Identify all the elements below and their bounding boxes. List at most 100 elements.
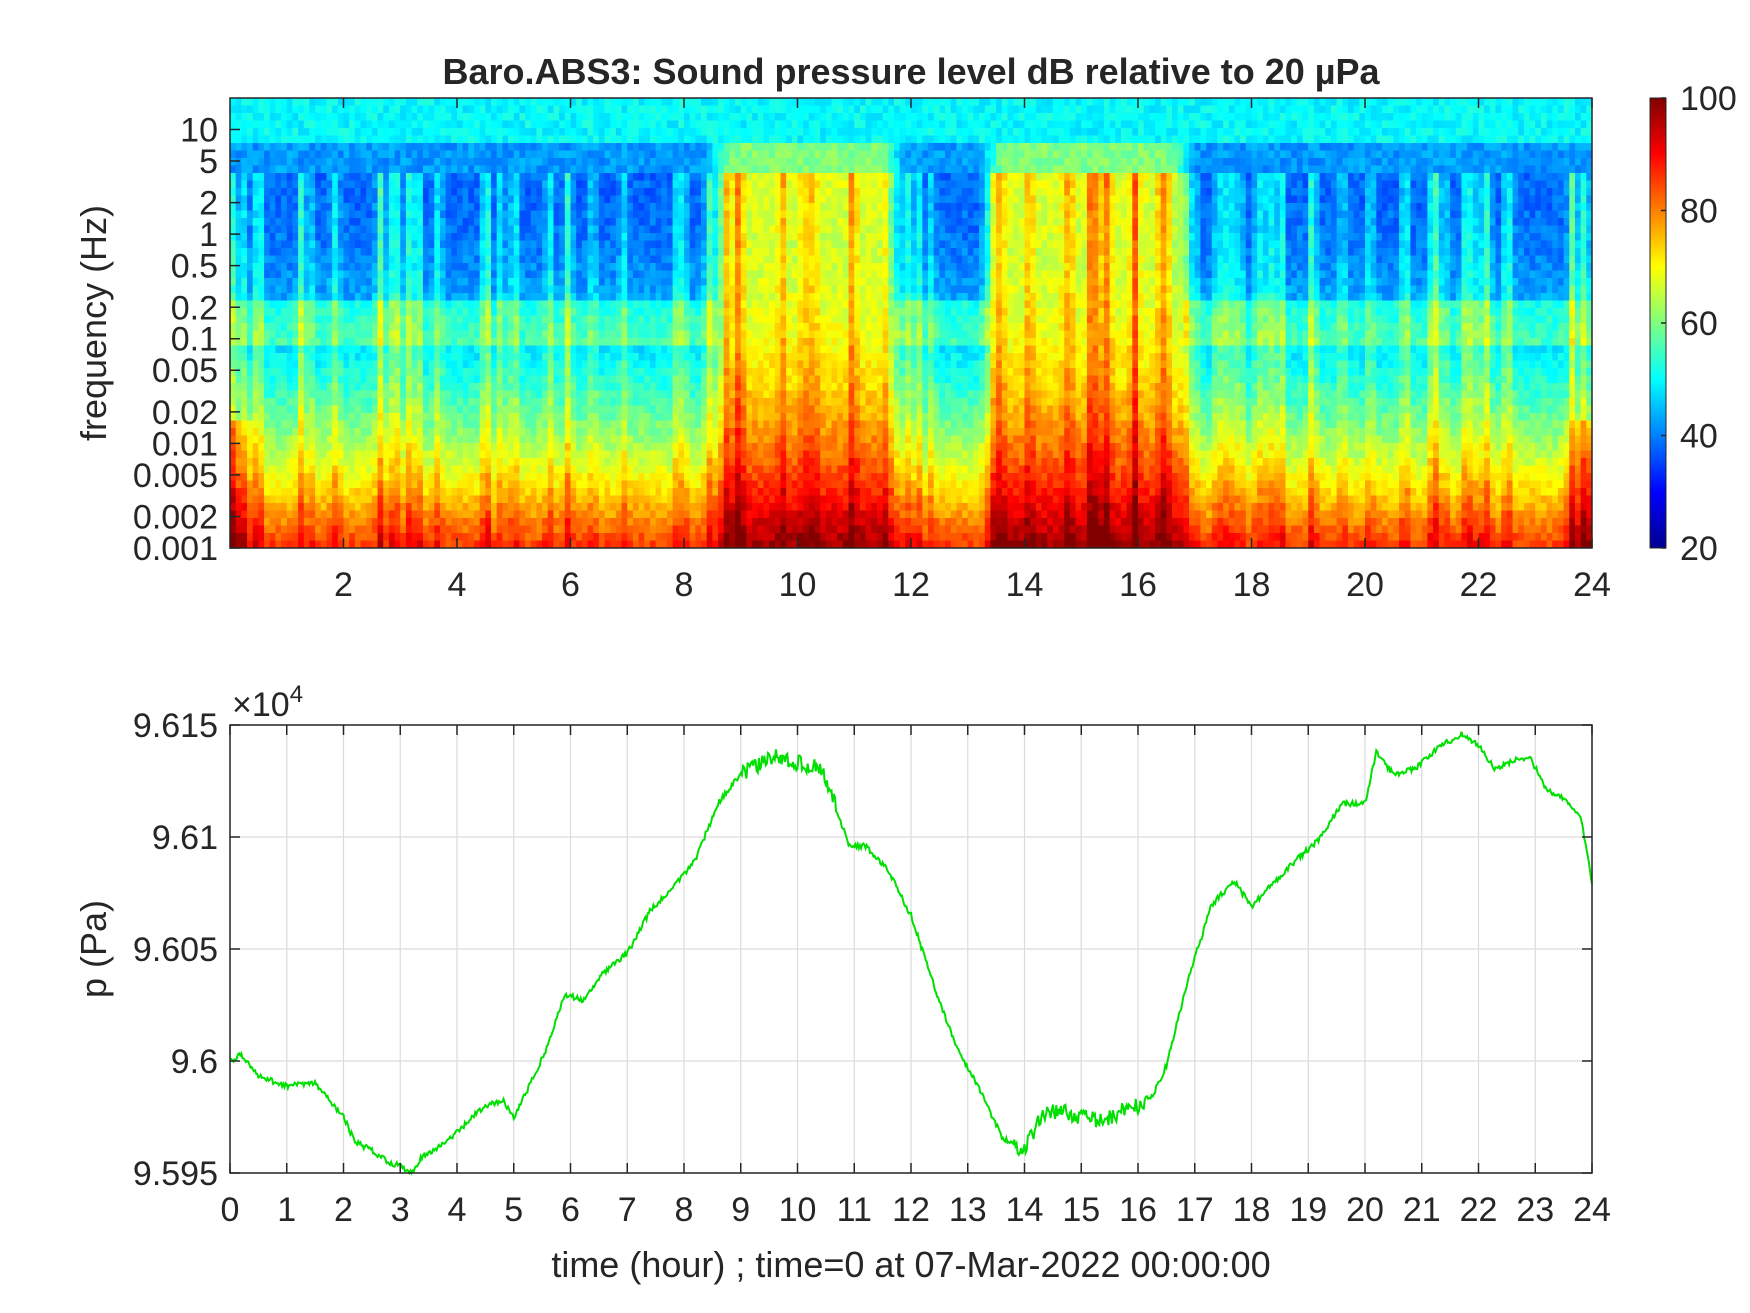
spectrogram-cell <box>598 360 606 369</box>
spectrogram-cell <box>292 495 299 504</box>
spectrogram-cell <box>388 270 396 279</box>
spectrogram-cell <box>371 428 379 437</box>
spectrogram-cell <box>525 255 532 264</box>
spectrogram-cell <box>264 345 271 354</box>
spectrogram-cell <box>428 368 435 377</box>
spectrogram-cell <box>235 225 242 234</box>
spectrogram-cell <box>264 428 271 437</box>
spectrogram-cell <box>513 420 521 429</box>
spectrogram-cell <box>638 293 645 302</box>
spectrogram-cell <box>536 248 543 257</box>
spectrogram-cell <box>354 368 362 377</box>
spectrogram-cell <box>502 195 509 204</box>
spectrogram-cell <box>491 323 498 332</box>
spectrogram-cell <box>644 353 651 362</box>
spectrogram-cell <box>343 323 350 332</box>
spectrogram-cell <box>576 165 583 174</box>
spectrogram-cell <box>695 180 702 189</box>
spectrogram-cell <box>581 375 589 384</box>
spectrogram-cell <box>513 263 521 272</box>
spectrogram-cell <box>615 473 623 482</box>
spectrogram-cell <box>513 510 521 519</box>
spectrogram-cell <box>394 458 401 467</box>
spectrogram-cell <box>417 405 424 414</box>
spectrogram-cell <box>309 128 316 137</box>
spectrogram-cell <box>343 293 350 302</box>
spectrogram-cell <box>530 188 538 197</box>
spectrogram-cell <box>508 435 515 444</box>
spectrogram-cell <box>269 105 276 114</box>
spectrogram-cell <box>439 203 447 212</box>
spectrogram-cell <box>474 398 481 407</box>
spectrogram-cell <box>576 405 583 414</box>
spectrogram-cell <box>281 510 288 519</box>
spectrogram-cell <box>678 435 685 444</box>
spectrogram-cell <box>581 150 589 159</box>
spectrogram-cell <box>434 458 441 467</box>
spectrogram-cell <box>491 473 498 482</box>
spectrogram-cell <box>428 210 435 219</box>
spectrogram-cell <box>644 518 651 527</box>
spectrogram-cell <box>576 353 583 362</box>
spectrogram-cell <box>371 300 379 309</box>
spectrogram-cell <box>684 270 691 279</box>
spectrogram-cell <box>309 435 316 444</box>
spectrogram-cell <box>269 278 276 287</box>
spectrogram-cell <box>286 308 294 317</box>
spectrogram-cell <box>428 315 435 324</box>
spectrogram-cell <box>411 180 418 189</box>
spectrogram-cell <box>553 240 560 249</box>
spectrogram-cell <box>400 503 407 512</box>
spectrogram-cell <box>479 338 486 347</box>
spectrogram-cell <box>621 495 628 504</box>
spectrogram-cell <box>400 263 407 272</box>
spectrogram-cell <box>570 135 577 144</box>
spectrogram-cell <box>474 150 481 159</box>
spectrogram-cell <box>621 195 628 204</box>
spectrogram-cell <box>627 398 634 407</box>
spectrogram-cell <box>383 458 390 467</box>
spectrogram-cell <box>252 248 259 257</box>
spectrogram-cell <box>610 300 617 309</box>
spectrogram-cell <box>485 458 492 467</box>
spectrogram-cell <box>400 120 407 129</box>
spectrogram-cell <box>593 120 600 129</box>
spectrogram-cell <box>422 533 430 542</box>
spectrogram-cell <box>593 533 600 542</box>
spectrogram-cell <box>689 450 696 459</box>
spectrogram-cell <box>593 128 600 137</box>
spectrogram-cell <box>298 233 305 242</box>
spectrogram-cell <box>581 120 589 129</box>
spectrogram-cell <box>354 195 362 204</box>
spectrogram-cell <box>632 143 640 152</box>
spectrogram-cell <box>241 315 248 324</box>
spectrogram-cell <box>354 405 362 414</box>
spectrogram-cell <box>241 353 248 362</box>
spectrogram-cell <box>559 435 566 444</box>
spectrogram-cell <box>349 405 356 414</box>
spectrogram-cell <box>286 375 294 384</box>
spectrogram-cell <box>689 293 696 302</box>
spectrogram-cell <box>275 450 282 459</box>
spectrogram-cell <box>241 225 248 234</box>
spectrogram-cell <box>530 203 538 212</box>
spectrogram-cell <box>519 128 526 137</box>
spectrogram-cell <box>678 308 685 317</box>
spectrogram-cell <box>632 210 640 219</box>
spectrogram-cell <box>286 98 294 107</box>
spectrogram-cell <box>666 330 674 339</box>
spectrogram-cell <box>303 488 311 497</box>
spectrogram-cell <box>621 143 628 152</box>
spectrogram-cell <box>564 450 572 459</box>
spectrogram-cell <box>360 488 367 497</box>
spectrogram-cell <box>247 180 254 189</box>
spectrogram-cell <box>519 345 526 354</box>
spectrogram-cell <box>230 465 237 474</box>
spectrogram-cell <box>610 458 617 467</box>
spectrogram-cell <box>661 330 668 339</box>
spectrogram-cell <box>615 375 623 384</box>
spectrogram-cell <box>286 113 294 122</box>
spectrogram-cell <box>519 353 526 362</box>
spectrogram-cell <box>479 525 486 534</box>
spectrogram-cell <box>315 150 322 159</box>
